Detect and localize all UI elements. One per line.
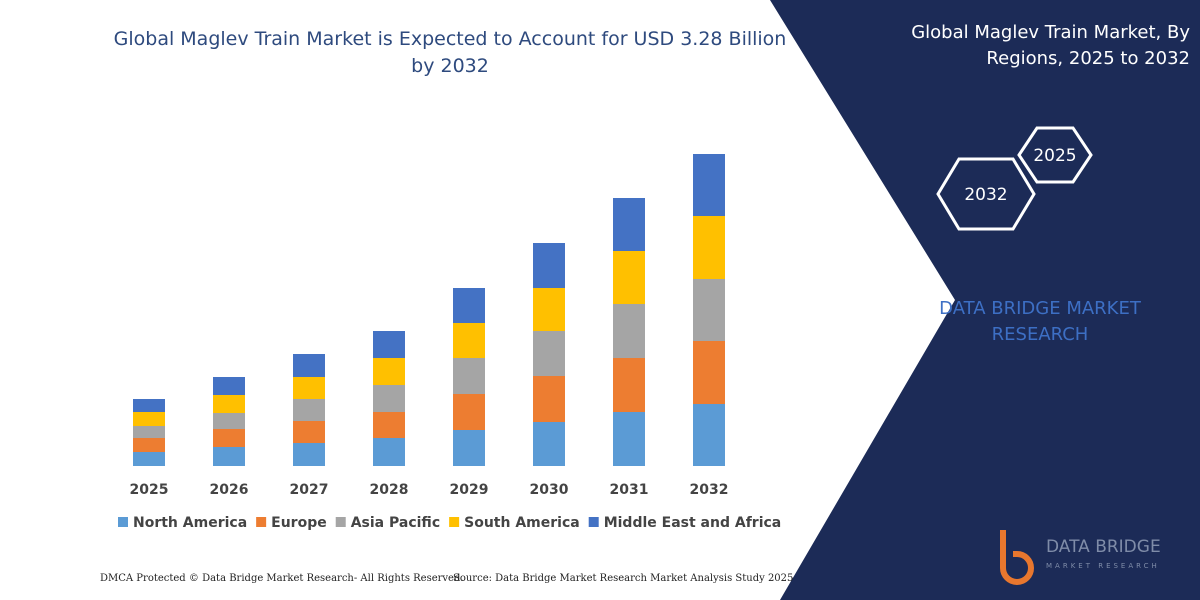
bar-segment (453, 323, 485, 358)
bar-segment (133, 452, 165, 466)
bar-segment (533, 331, 565, 376)
bar-segment (693, 404, 725, 466)
bar-segment (373, 331, 405, 358)
bar-segment (133, 399, 165, 412)
bar-segment (213, 413, 245, 429)
brand: DATA BRIDGE MARKET RESEARCH (939, 298, 1141, 345)
logo-icon (1000, 530, 1034, 585)
chart-title: Global Maglev Train Market is Expected t… (113, 28, 787, 77)
bar-segment (293, 354, 325, 377)
bar-segment (613, 198, 645, 251)
bar-segment (453, 394, 485, 430)
bar-segment (373, 385, 405, 412)
bar-segment (293, 443, 325, 466)
legend-swatch (588, 517, 599, 527)
bar-segment (213, 377, 245, 395)
legend-label: Asia Pacific (351, 515, 440, 531)
legend-swatch (256, 517, 267, 527)
bar-segment (693, 341, 725, 404)
bar-segment (613, 412, 645, 466)
bar-segment (213, 395, 245, 413)
bar-segment (533, 288, 565, 331)
legend-label: Europe (271, 515, 327, 531)
x-tick-label: 2025 (130, 482, 169, 498)
bar-segment (293, 399, 325, 421)
x-tick-label: 2032 (690, 482, 729, 498)
legend-swatch (335, 517, 346, 527)
panel-title: Global Maglev Train Market, By Regions, … (911, 22, 1190, 69)
x-tick-label: 2030 (530, 482, 569, 498)
hexagon-label: 2025 (1033, 146, 1076, 166)
side-panel (770, 0, 1200, 600)
legend-label: North America (133, 515, 247, 531)
hexagon (1017, 126, 1093, 184)
bar-segment (613, 251, 645, 304)
footer-source: Source: Data Bridge Market Research Mark… (453, 573, 794, 584)
bar-segment (373, 412, 405, 438)
x-tick-label: 2031 (610, 482, 649, 498)
bar-segment (373, 438, 405, 466)
bar-segment (693, 154, 725, 216)
hexagon (936, 157, 1036, 231)
logo-name: DATA BRIDGE (1046, 537, 1161, 557)
bar-segment (613, 304, 645, 358)
bar-segment (453, 430, 485, 466)
bar-segment (133, 412, 165, 426)
bar-segment (133, 426, 165, 438)
bar-segment (453, 288, 485, 323)
bar-segment (693, 216, 725, 279)
legend-label: South America (464, 515, 580, 531)
bar-segment (213, 429, 245, 447)
bar-segment (373, 358, 405, 385)
bar-segment (133, 438, 165, 452)
x-tick-label: 2028 (370, 482, 409, 498)
legend-label: Middle East and Africa (604, 515, 782, 531)
x-tick-label: 2026 (210, 482, 249, 498)
legend-swatch (118, 517, 128, 527)
footer-note: DMCA Protected © Data Bridge Market Rese… (100, 573, 464, 584)
bar-segment (293, 421, 325, 443)
bar-segment (213, 447, 245, 466)
bar-segment (693, 279, 725, 341)
bar-segment (533, 376, 565, 422)
bar-segment (293, 377, 325, 399)
x-tick-label: 2027 (290, 482, 329, 498)
logo-sub: MARKET RESEARCH (1046, 562, 1160, 570)
legend-swatch (449, 517, 460, 527)
x-tick-label: 2029 (450, 482, 489, 498)
bar-segment (453, 358, 485, 394)
hexagon-label: 2032 (964, 185, 1007, 205)
bar-segment (533, 243, 565, 288)
bar-segment (613, 358, 645, 412)
bar-segment (533, 422, 565, 466)
